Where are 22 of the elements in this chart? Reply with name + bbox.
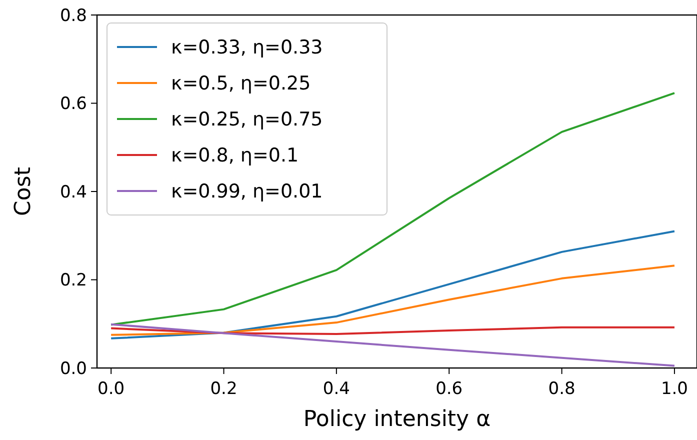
legend-label: κ=0.25, η=0.75	[171, 108, 323, 131]
y-axis-title: Cost	[11, 166, 36, 216]
y-tick-label: 0.2	[60, 270, 87, 291]
x-tick-label: 0.8	[548, 379, 576, 399]
line-series	[110, 230, 676, 340]
x-tick-label: 0.4	[322, 379, 350, 399]
y-tick-label: 0.0	[60, 358, 87, 379]
line-series	[110, 264, 676, 336]
legend-label: κ=0.8, η=0.1	[171, 144, 299, 167]
x-axis-title: Policy intensity α	[303, 407, 491, 432]
y-tick-label: 0.4	[60, 182, 87, 202]
legend-label: κ=0.5, η=0.25	[171, 72, 311, 95]
x-tick-label: 0.0	[98, 379, 125, 399]
y-tick-label: 0.6	[60, 94, 87, 114]
line-series	[110, 323, 676, 367]
line-series	[110, 326, 676, 336]
x-tick-label: 1.0	[660, 379, 688, 399]
legend-label: κ=0.33, η=0.33	[171, 36, 323, 59]
y-tick-label: 0.8	[60, 6, 87, 26]
x-tick-label: 0.6	[436, 379, 463, 399]
x-tick-label: 0.2	[210, 379, 238, 399]
legend-label: κ=0.99, η=0.01	[171, 180, 323, 203]
